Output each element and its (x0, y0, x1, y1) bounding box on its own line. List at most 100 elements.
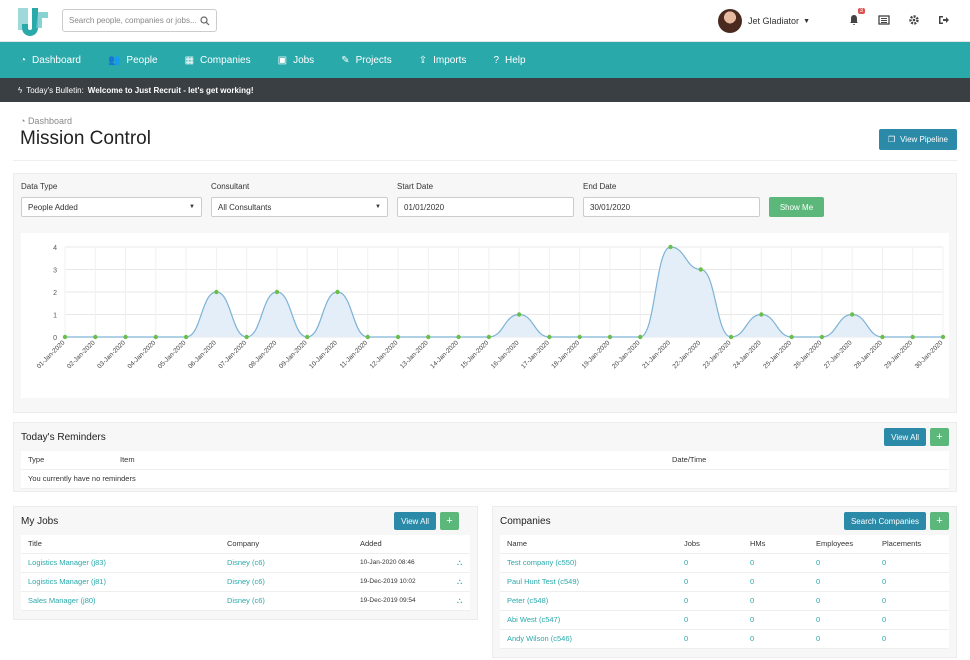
data-type-select[interactable]: People Added ▼ (21, 197, 202, 217)
companies-table: Name Jobs HMs Employees Placements Test … (500, 535, 949, 649)
sitemap-icon[interactable]: ⛬ (450, 572, 470, 592)
company-link[interactable]: Peter (c548) (500, 591, 677, 611)
hms-count[interactable]: 0 (743, 572, 809, 592)
reminders-view-all-button[interactable]: View All (884, 428, 926, 446)
data-point (849, 312, 855, 317)
company-link[interactable]: Andy Wilson (c546) (500, 629, 677, 649)
consultant-select[interactable]: All Consultants ▼ (211, 197, 388, 217)
col-hms: HMs (743, 535, 809, 554)
sitemap-icon[interactable]: ⛬ (450, 553, 470, 573)
employees-count[interactable]: 0 (809, 591, 875, 611)
add-job-button[interactable]: + (440, 512, 459, 530)
app-logo[interactable] (16, 4, 50, 38)
user-menu[interactable]: Jet Gladiator ▼ (718, 9, 810, 33)
jobs-count[interactable]: 0 (677, 553, 743, 573)
placements-count[interactable]: 0 (875, 610, 949, 630)
table-row: Paul Hunt Test (c549) 0 0 0 0 (500, 572, 949, 592)
nav-people[interactable]: 👥 People (108, 55, 158, 66)
placements-count[interactable]: 0 (875, 553, 949, 573)
col-datetime: Date/Time (665, 451, 949, 470)
y-tick-label: 3 (53, 268, 57, 275)
breadcrumb[interactable]: ◔ Dashboard (20, 116, 957, 126)
reminders-title: Today's Reminders (21, 431, 106, 443)
jobs-count[interactable]: 0 (677, 610, 743, 630)
logout-icon[interactable] (938, 13, 950, 25)
divider (13, 160, 957, 161)
reminders-table: Type Item Date/Time You currently have n… (21, 451, 949, 489)
company-link[interactable]: Disney (c6) (220, 572, 353, 592)
col-name: Name (500, 535, 677, 554)
x-tick-label: 19-Jan-2020 (581, 339, 612, 370)
jobs-view-all-button[interactable]: View All (394, 512, 436, 530)
x-tick-label: 30-Jan-2020 (914, 339, 945, 370)
data-point (365, 334, 370, 340)
gear-icon[interactable] (908, 13, 920, 25)
show-me-button[interactable]: Show Me (769, 197, 824, 217)
search-icon[interactable] (200, 15, 210, 26)
companies-title: Companies (500, 515, 551, 527)
x-tick-label: 08-Jan-2020 (248, 339, 279, 370)
placements-count[interactable]: 0 (875, 629, 949, 649)
employees-count[interactable]: 0 (809, 610, 875, 630)
search-companies-button[interactable]: Search Companies (843, 512, 926, 530)
company-link[interactable]: Paul Hunt Test (c549) (500, 572, 677, 592)
placements-count[interactable]: 0 (875, 591, 949, 611)
jobs-count[interactable]: 0 (677, 591, 743, 611)
x-tick-label: 21-Jan-2020 (641, 339, 672, 370)
col-actions (450, 535, 470, 554)
data-type-label: Data Type (21, 182, 58, 191)
nav-jobs[interactable]: ▣ Jobs (278, 55, 315, 66)
hms-count[interactable]: 0 (743, 610, 809, 630)
news-icon[interactable] (878, 13, 890, 25)
nav-projects[interactable]: ✎ Projects (341, 55, 392, 66)
job-title-link[interactable]: Sales Manager (j80) (21, 591, 220, 611)
x-tick-label: 12-Jan-2020 (369, 339, 400, 370)
nav-dashboard[interactable]: ◔ Dashboard (20, 55, 81, 66)
employees-count[interactable]: 0 (809, 572, 875, 592)
hms-count[interactable]: 0 (743, 629, 809, 649)
x-tick-label: 10-Jan-2020 (308, 339, 339, 370)
company-link[interactable]: Test company (c550) (500, 553, 677, 573)
add-reminder-button[interactable]: + (930, 428, 949, 446)
y-tick-label: 0 (53, 335, 57, 342)
job-title-link[interactable]: Logistics Manager (j81) (21, 572, 220, 592)
plus-icon: + (446, 515, 453, 527)
data-point (456, 334, 461, 340)
start-date-input[interactable]: 01/01/2020 (397, 197, 574, 217)
question-icon: ? (493, 54, 499, 66)
plus-icon: + (936, 431, 943, 443)
hms-count[interactable]: 0 (743, 591, 809, 611)
add-company-button[interactable]: + (930, 512, 949, 530)
data-point (940, 334, 946, 340)
avatar (718, 9, 743, 33)
table-row: Test company (c550) 0 0 0 0 (500, 553, 949, 573)
nav-companies[interactable]: ▦ Companies (185, 55, 251, 66)
x-tick-label: 23-Jan-2020 (702, 339, 733, 370)
view-pipeline-button[interactable]: ❐ View Pipeline (878, 129, 957, 150)
placements-count[interactable]: 0 (875, 572, 949, 592)
search-input[interactable] (69, 16, 200, 25)
jobs-count[interactable]: 0 (677, 572, 743, 592)
briefcase-icon: ▣ (277, 54, 288, 66)
caret-down-icon: ▼ (189, 204, 195, 210)
sitemap-icon[interactable]: ⛬ (450, 591, 470, 611)
hms-count[interactable]: 0 (743, 553, 809, 573)
table-row: Peter (c548) 0 0 0 0 (500, 591, 949, 611)
data-point (305, 334, 310, 340)
data-point (183, 334, 189, 340)
notifications-bell-icon[interactable]: 3 (848, 8, 865, 25)
x-tick-label: 15-Jan-2020 (460, 339, 491, 370)
end-date-input[interactable]: 30/01/2020 (583, 197, 760, 217)
employees-count[interactable]: 0 (809, 629, 875, 649)
x-tick-label: 26-Jan-2020 (793, 339, 824, 370)
jobs-count[interactable]: 0 (677, 629, 743, 649)
search-box[interactable] (62, 9, 217, 32)
data-point (789, 334, 794, 340)
company-link[interactable]: Disney (c6) (220, 591, 353, 611)
job-title-link[interactable]: Logistics Manager (j83) (21, 553, 220, 573)
company-link[interactable]: Abi West (c547) (500, 610, 677, 630)
employees-count[interactable]: 0 (809, 553, 875, 573)
nav-imports[interactable]: ⇪ Imports (419, 55, 467, 66)
company-link[interactable]: Disney (c6) (220, 553, 353, 573)
nav-help[interactable]: ? Help (493, 55, 525, 66)
